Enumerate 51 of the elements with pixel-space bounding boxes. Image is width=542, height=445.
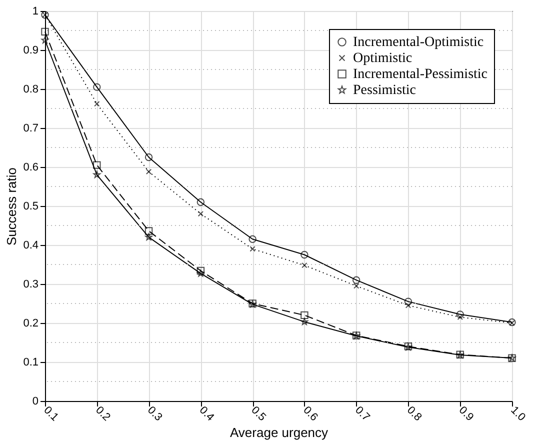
y-tick-label: 0.4 [23, 240, 38, 252]
legend-label: Pessimistic [353, 83, 416, 98]
x-tick-label: 1.0 [508, 404, 528, 424]
y-tick-label: 0.8 [23, 84, 38, 96]
x-tick-label: 0.8 [404, 404, 424, 424]
y-tick-label: 0 [32, 396, 38, 408]
x-tick-label: 0.7 [352, 404, 372, 424]
point [196, 266, 205, 275]
y-tick-label: 0.1 [23, 356, 38, 368]
point [352, 276, 360, 284]
y-tick-label: 0.2 [23, 318, 38, 330]
point [302, 262, 308, 268]
x-tick-label: 0.4 [196, 404, 216, 424]
point [300, 250, 308, 259]
point [146, 168, 152, 175]
x-tick-label: 0.6 [300, 404, 320, 424]
point [300, 318, 308, 326]
x-tick-label: 0.2 [93, 404, 112, 424]
y-tick-label: 0.7 [23, 122, 38, 134]
point [300, 311, 308, 320]
legend-label: Incremental-Optimistic [353, 35, 484, 50]
point [145, 233, 152, 240]
x-tick-label: 0.5 [248, 404, 268, 424]
x-axis-title: Average urgency [230, 424, 329, 440]
point [196, 270, 204, 277]
point [94, 100, 100, 107]
point [93, 170, 101, 178]
y-tick-label: 0.9 [23, 44, 38, 56]
legend-label: Incremental-Pessimistic [353, 67, 488, 82]
point [41, 28, 49, 36]
y-tick-label: 0.3 [23, 278, 38, 290]
point [41, 36, 49, 44]
point [198, 210, 204, 217]
point [144, 153, 153, 162]
point [456, 310, 464, 318]
point [93, 161, 101, 169]
point [93, 83, 101, 91]
point [457, 314, 463, 320]
y-tick-label: 1 [32, 6, 38, 18]
point [404, 298, 412, 306]
legend-label: Optimistic [353, 51, 412, 66]
x-tick-label: 0.3 [145, 404, 164, 424]
point [250, 246, 256, 252]
y-axis-title: Success ratio [4, 167, 20, 246]
point [248, 235, 256, 243]
point [144, 227, 153, 235]
x-tick-label: 0.9 [456, 404, 476, 424]
point [353, 283, 360, 289]
y-tick-label: 0.5 [23, 200, 38, 212]
y-tick-label: 0.6 [23, 162, 38, 174]
point [196, 198, 205, 206]
